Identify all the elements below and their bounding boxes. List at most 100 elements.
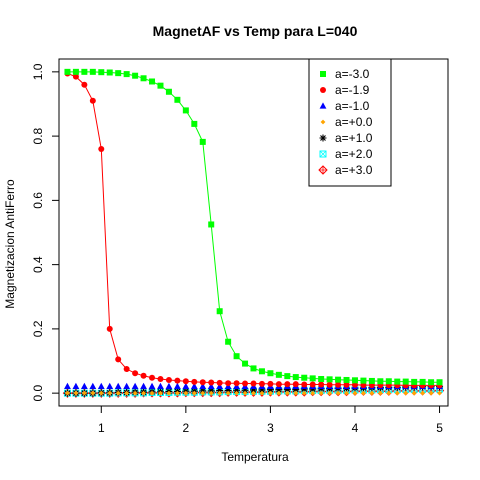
legend-label: a=-3.0 [335, 67, 370, 81]
x-tick-label: 2 [183, 421, 190, 435]
data-point [266, 386, 274, 394]
data-point [132, 390, 138, 396]
data-point [191, 390, 197, 396]
data-point [216, 379, 223, 386]
data-point [98, 145, 105, 152]
data-point [284, 381, 291, 388]
data-point [258, 368, 265, 375]
data-point [233, 353, 240, 360]
legend-marker [320, 71, 326, 77]
data-point [124, 390, 130, 396]
data-point [165, 88, 172, 95]
data-point [173, 382, 181, 390]
y-tick-label: 0.4 [31, 256, 45, 273]
legend-marker-cross [319, 150, 327, 158]
data-point [115, 356, 122, 363]
data-point [190, 382, 198, 390]
data-point [106, 325, 113, 332]
data-point [428, 390, 434, 396]
data-point [377, 390, 383, 396]
data-point [157, 82, 164, 89]
data-point [259, 390, 265, 396]
legend-marker [320, 87, 326, 93]
data-point [199, 382, 207, 390]
data-point [123, 366, 130, 373]
legend-item: a=+3.0 [318, 163, 373, 177]
data-point [250, 386, 257, 394]
data-point [352, 390, 358, 396]
data-point [97, 382, 105, 390]
data-point [275, 386, 283, 394]
data-point [141, 390, 146, 396]
data-point [174, 390, 180, 396]
data-point [81, 81, 88, 88]
data-point [309, 375, 316, 382]
legend-marker [319, 150, 327, 158]
data-point [64, 68, 71, 75]
data-point [73, 390, 79, 396]
legend-label: a=+2.0 [335, 147, 373, 161]
data-point [81, 68, 88, 75]
data-point [394, 378, 401, 385]
data-point [89, 97, 96, 104]
data-point [318, 376, 325, 383]
data-point [140, 382, 147, 390]
legend-marker-box [319, 150, 327, 158]
data-point [369, 390, 375, 396]
data-point [292, 374, 299, 381]
data-point [233, 380, 240, 387]
data-point [250, 365, 257, 372]
legend-item: a=-1.9 [320, 83, 370, 97]
data-point [200, 390, 206, 396]
data-point [293, 390, 299, 396]
y-tick-label: 0.2 [31, 320, 45, 337]
legend-item: a=+1.0 [319, 131, 373, 145]
data-point [225, 338, 232, 345]
data-point [140, 75, 147, 82]
data-point [81, 390, 87, 396]
data-point [191, 378, 198, 385]
data-point [115, 390, 121, 396]
data-point [132, 72, 139, 79]
data-point [326, 381, 333, 388]
data-point [310, 390, 316, 396]
data-point [250, 380, 257, 387]
legend-marker [319, 102, 327, 109]
data-point [65, 390, 70, 396]
data-point [89, 68, 96, 75]
data-point [292, 381, 299, 388]
data-point [360, 377, 367, 384]
data-point [208, 390, 214, 396]
data-point [411, 378, 418, 385]
legend: a=-3.0 a=-1.9 a=-1.0 a=+0.0 a=+1.0 a=+2.0 a=+3… [308, 58, 392, 187]
data-point [216, 308, 223, 315]
data-point [420, 390, 426, 396]
data-point [158, 390, 163, 396]
legend-marker [320, 119, 326, 125]
data-point [343, 381, 350, 388]
data-point [182, 382, 190, 390]
data-point [115, 70, 122, 77]
data-point [106, 382, 114, 390]
series-1 [64, 68, 443, 386]
data-point [216, 382, 224, 390]
series-layer [62, 68, 445, 398]
legend-label: a=+0.0 [335, 115, 373, 129]
data-point [72, 68, 79, 75]
data-point [318, 390, 324, 396]
y-tick-label: 0.0 [31, 384, 45, 401]
data-point [64, 382, 71, 390]
legend-label: a=+3.0 [335, 163, 373, 177]
data-point [301, 374, 308, 381]
data-point [208, 221, 215, 228]
legend-marker [318, 165, 328, 175]
data-point [361, 390, 366, 396]
data-point [72, 382, 80, 390]
data-point [174, 377, 181, 384]
data-point [267, 370, 274, 377]
data-point [394, 390, 400, 396]
data-point [107, 390, 113, 396]
data-point [284, 390, 290, 396]
data-point [309, 381, 316, 388]
